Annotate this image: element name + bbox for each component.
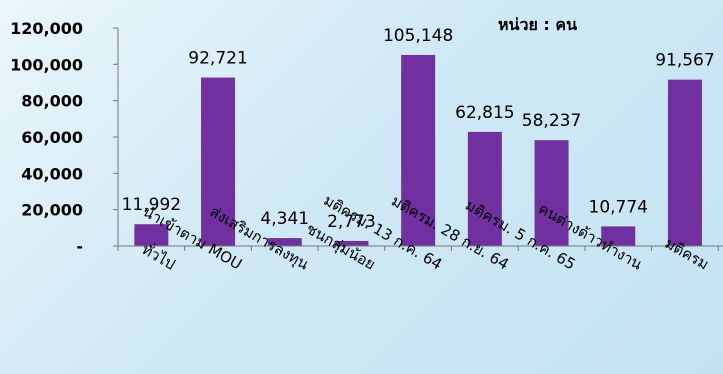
bar bbox=[601, 226, 636, 246]
bars bbox=[134, 54, 702, 246]
y-axis: - 20,000 40,000 60,000 80,000 100,000 120,000 bbox=[10, 19, 119, 256]
data-label: 91,567 bbox=[655, 51, 714, 71]
y-tick-label: 100,000 bbox=[10, 55, 83, 74]
bar bbox=[334, 240, 369, 246]
unit-label: หน่วย : คน bbox=[498, 15, 577, 34]
data-label: 11,992 bbox=[122, 195, 181, 215]
bar bbox=[267, 238, 302, 246]
data-labels: 11,992 92,721 4,341 2,773 105,148 62,815 58,23… bbox=[122, 26, 715, 232]
bar bbox=[401, 54, 436, 246]
bar bbox=[201, 77, 236, 246]
bar bbox=[667, 79, 702, 246]
data-label: 105,148 bbox=[383, 26, 453, 46]
data-label: 2,773 bbox=[327, 212, 376, 232]
data-label: 10,774 bbox=[589, 197, 648, 217]
y-tick-label: - bbox=[76, 237, 83, 256]
data-label: 62,815 bbox=[455, 103, 514, 123]
data-label: 92,721 bbox=[188, 49, 247, 69]
y-tick-label: 40,000 bbox=[21, 164, 83, 183]
data-label: 58,237 bbox=[522, 111, 581, 131]
y-tick-label: 120,000 bbox=[10, 19, 83, 38]
y-tick-label: 60,000 bbox=[21, 128, 83, 147]
bar bbox=[467, 131, 502, 246]
y-tick-label: 80,000 bbox=[21, 92, 83, 111]
data-label: 4,341 bbox=[260, 209, 309, 229]
bar bbox=[134, 224, 169, 246]
y-tick-label: 20,000 bbox=[21, 201, 83, 220]
bar bbox=[534, 140, 569, 246]
